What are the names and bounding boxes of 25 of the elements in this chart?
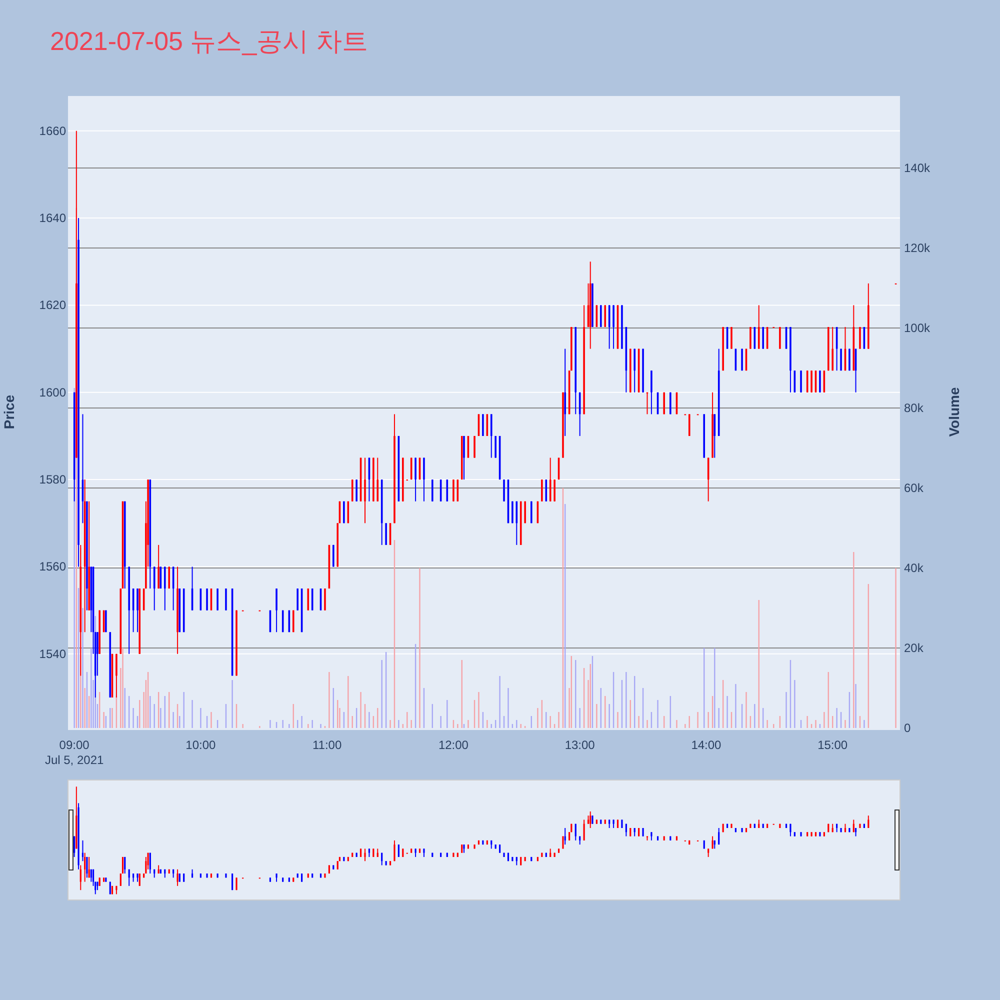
y2-tick-label: 100k [904,321,932,335]
y-axis-title: Price [1,394,17,430]
y2-axis-title: Volume [946,387,962,437]
title: 2021-07-05 뉴스_공시 차트 [50,26,368,56]
x-tick-label: 14:00 [691,738,722,752]
x-tick-label: 10:00 [186,738,216,752]
y-tick-label: 1540 [39,646,66,661]
y2-tick-label: 40k [904,561,924,575]
x-tick-label: 12:00 [438,738,469,752]
y-tick-label: 1560 [39,560,66,574]
y2-tick-label: 120k [904,241,932,255]
x-tick-label: 15:00 [818,738,848,752]
y-tick-label: 1580 [39,472,66,487]
y-tick-label: 1660 [39,124,66,138]
x-tick-label: 11:00 [312,738,342,752]
y2-tick-label: 80k [904,401,924,415]
y2-tick-label: 20k [904,641,924,655]
y2-tick-label: 60k [904,481,924,495]
y2-tick-label: 140k [904,161,932,175]
y-tick-label: 1640 [39,211,66,226]
y-tick-label: 1600 [39,385,66,400]
x-tick-label: 13:00 [564,738,596,752]
x-tick-label: 09:00 Jul 5, 2021 [44,738,104,767]
y-tick-label: 1620 [39,298,66,312]
y2-tick-label: 0 [904,721,911,735]
